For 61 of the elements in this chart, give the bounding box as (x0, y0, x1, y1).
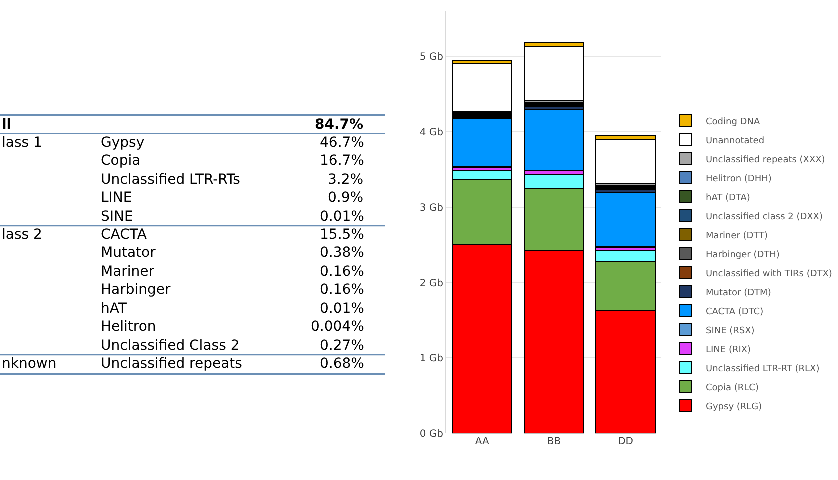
text: 16.7% (320, 153, 364, 169)
category-label: Unclassified repeats (101, 356, 242, 372)
legend-label: SINE (RSX) (706, 326, 755, 336)
category-label: Unclassified LTR-RTs (101, 172, 240, 188)
bar (524, 46, 584, 102)
category-label: CACTA (101, 227, 148, 243)
legend-label: Unclassified with TIRs (DTX) (706, 269, 832, 280)
category-label: lass 1 (2, 135, 42, 151)
legend-label: Harbinger (DTH) (706, 250, 780, 260)
legend-label: Unclassified class 2 (DXX) (706, 212, 823, 222)
category-label: Mutator (101, 245, 156, 261)
legend-label: hAT (DTA) (706, 193, 750, 204)
category-label: nknown (2, 356, 57, 372)
y-tick-label: 1 Gb (420, 354, 444, 365)
x-tick-label: BB (547, 436, 562, 448)
legend-label: CACTA (DTC) (706, 307, 764, 318)
y-tick-label: 3 Gb (420, 202, 444, 214)
bar (452, 62, 513, 112)
legend-label: Mariner (DTT) (706, 231, 768, 242)
legend-label: Gypsy (RLG) (706, 402, 762, 412)
category-label: lass 2 (2, 227, 42, 243)
category-label: Copia (101, 153, 141, 169)
text: 15.5% (320, 227, 364, 243)
legend-label: LINE (RIX) (706, 345, 752, 356)
y-tick-label: 2 Gb (420, 278, 444, 290)
y-tick-label: 4 Gb (420, 128, 444, 139)
text: 0.16% (320, 282, 364, 298)
category-label: Unclassified Class 2 (101, 338, 240, 354)
text: 84.7% (315, 117, 364, 133)
bar (596, 139, 656, 185)
category-label: SINE (101, 209, 134, 225)
category-label: Gypsy (101, 135, 145, 151)
category-label: Harbinger (101, 282, 172, 298)
legend-label: Copia (RLC) (706, 383, 759, 394)
text: 0.16% (320, 264, 364, 280)
category-label: LINE (101, 190, 132, 206)
category-label: Helitron (101, 319, 156, 335)
legend-label: Unclassified repeats (XXX) (706, 155, 826, 166)
y-tick-label: 0 Gb (420, 429, 444, 440)
x-tick-label: DD (618, 436, 634, 448)
text: 46.7% (320, 135, 364, 151)
text: 3.2% (328, 172, 364, 188)
legend-label: Mutator (DTM) (706, 288, 772, 298)
text: 0.68% (320, 356, 364, 372)
legend-label: Coding DNA (706, 117, 761, 128)
text: 0.38% (320, 245, 364, 261)
text: 0.27% (320, 338, 364, 354)
text: 0.9% (328, 190, 364, 206)
category-label: hAT (101, 301, 128, 317)
bar (452, 118, 513, 168)
x-tick-label: AA (475, 436, 490, 448)
legend-label: Unannotated (706, 136, 765, 146)
legend-label: Unclassified LTR-RT (RLX) (706, 364, 820, 374)
category-label: ll (2, 117, 12, 133)
y-tick-label: 5 Gb (420, 52, 444, 64)
text: 0.004% (311, 319, 364, 335)
text: 0.01% (320, 209, 364, 225)
legend-label: Helitron (DHH) (706, 174, 772, 184)
text: 0.01% (320, 301, 364, 317)
category-label: Mariner (101, 264, 155, 280)
bar (596, 192, 656, 248)
